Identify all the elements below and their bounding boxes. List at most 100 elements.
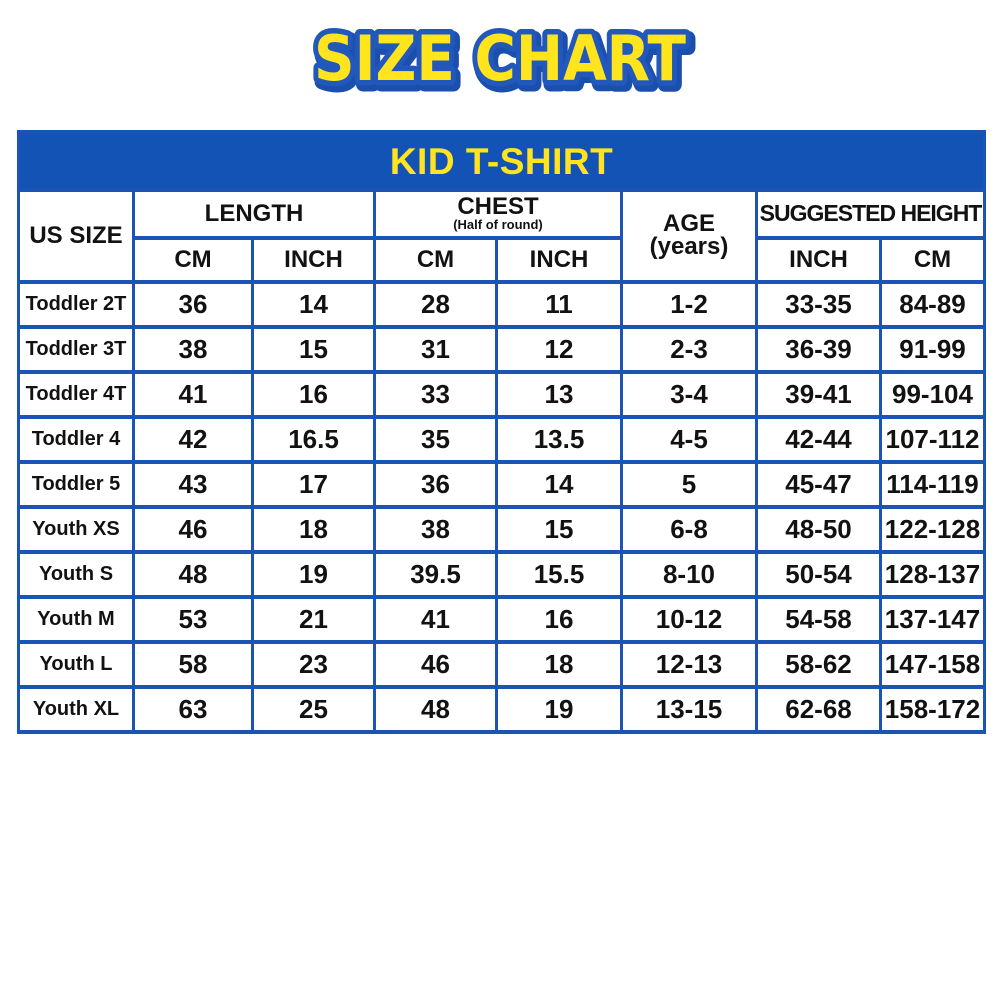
length-header: LENGTH xyxy=(132,188,376,240)
length-label: LENGTH xyxy=(204,199,304,227)
value-cell: 28 xyxy=(373,280,498,329)
value-cell: 1-2 xyxy=(620,280,758,329)
value-cell: 19 xyxy=(495,685,623,734)
size-cell: Youth S xyxy=(17,550,135,599)
table-row: Toddler 4 42 16.5 35 13.5 4-5 42-44 107-… xyxy=(17,415,987,464)
value-cell: 15 xyxy=(495,505,623,554)
suggested-height-label: SUGGESTED HEIGHT xyxy=(759,200,982,227)
page-title: SIZE CHART xyxy=(314,22,686,95)
table-unit-header-row: CM INCH CM INCH INCH CM xyxy=(19,236,987,284)
size-cell: Toddler 3T xyxy=(17,325,135,374)
value-cell: 12-13 xyxy=(620,640,758,689)
value-cell: 16 xyxy=(251,370,376,419)
value-cell: 8-10 xyxy=(620,550,758,599)
length-inch-unit-header: INCH xyxy=(251,236,376,284)
value-cell: 17 xyxy=(251,460,376,509)
value-cell: 58 xyxy=(132,640,254,689)
value-cell: 23 xyxy=(251,640,376,689)
value-cell: 48-50 xyxy=(755,505,882,554)
value-cell: 128-137 xyxy=(878,550,987,599)
table-group-header-row: US SIZE LENGTH CHEST (Half of round) AGE… xyxy=(17,188,987,284)
chest-header: CHEST (Half of round) xyxy=(373,188,623,240)
value-cell: 48 xyxy=(132,550,254,599)
value-cell: 21 xyxy=(251,595,376,644)
table-row: Toddler 2T 36 14 28 11 1-2 33-35 84-89 xyxy=(17,280,987,329)
value-cell: 6-8 xyxy=(620,505,758,554)
value-cell: 158-172 xyxy=(878,685,987,734)
value-cell: 45-47 xyxy=(755,460,882,509)
table-row: Youth S 48 19 39.5 15.5 8-10 50-54 128-1… xyxy=(17,550,987,599)
value-cell: 38 xyxy=(373,505,498,554)
page-title-art: SIZE CHART SIZE CHART xyxy=(309,17,697,107)
value-cell: 46 xyxy=(132,505,254,554)
value-cell: 53 xyxy=(132,595,254,644)
value-cell: 50-54 xyxy=(755,550,882,599)
value-cell: 36 xyxy=(132,280,254,329)
age-label: AGE xyxy=(662,210,715,238)
size-cell: Youth M xyxy=(17,595,135,644)
value-cell: 3-4 xyxy=(620,370,758,419)
size-cell: Toddler 4T xyxy=(17,370,135,419)
value-cell: 31 xyxy=(373,325,498,374)
table-row: Youth M 53 21 41 16 10-12 54-58 137-147 xyxy=(17,595,987,644)
value-cell: 39-41 xyxy=(755,370,882,419)
value-cell: 99-104 xyxy=(878,370,987,419)
chest-subnote: (Half of round) xyxy=(453,217,543,233)
value-cell: 114-119 xyxy=(878,460,987,509)
value-cell: 25 xyxy=(251,685,376,734)
value-cell: 13.5 xyxy=(495,415,623,464)
table-row: Toddler 5 43 17 36 14 5 45-47 114-119 xyxy=(17,460,987,509)
value-cell: 122-128 xyxy=(878,505,987,554)
table-row: Toddler 3T 38 15 31 12 2-3 36-39 91-99 xyxy=(17,325,987,374)
size-cell: Youth XS xyxy=(17,505,135,554)
us-size-header: US SIZE xyxy=(17,188,135,284)
size-cell: Youth XL xyxy=(17,685,135,734)
value-cell: 13 xyxy=(495,370,623,419)
value-cell: 107-112 xyxy=(878,415,987,464)
table-row: Toddler 4T 41 16 33 13 3-4 39-41 99-104 xyxy=(17,370,987,419)
suggested-height-header: SUGGESTED HEIGHT xyxy=(754,188,987,240)
value-cell: 14 xyxy=(251,280,376,329)
value-cell: 11 xyxy=(495,280,623,329)
age-header: AGE (years) xyxy=(620,188,758,284)
value-cell: 39.5 xyxy=(373,550,498,599)
chest-label: CHEST xyxy=(457,193,539,221)
value-cell: 5 xyxy=(620,460,758,509)
value-cell: 33 xyxy=(373,370,498,419)
size-table: KID T-SHIRT US SIZE LENGTH CHEST (Half o… xyxy=(16,130,987,734)
value-cell: 15.5 xyxy=(495,550,623,599)
size-cell: Toddler 2T xyxy=(17,280,135,329)
value-cell: 48 xyxy=(373,685,498,734)
value-cell: 42 xyxy=(132,415,254,464)
value-cell: 2-3 xyxy=(620,325,758,374)
value-cell: 41 xyxy=(373,595,498,644)
size-cell: Toddler 5 xyxy=(17,460,135,509)
table-banner-row: KID T-SHIRT xyxy=(16,130,987,192)
us-size-label: US SIZE xyxy=(29,221,123,249)
height-inch-unit-header: INCH xyxy=(755,236,882,284)
value-cell: 43 xyxy=(132,460,254,509)
value-cell: 10-12 xyxy=(620,595,758,644)
value-cell: 46 xyxy=(373,640,498,689)
value-cell: 14 xyxy=(495,460,623,509)
value-cell: 58-62 xyxy=(755,640,882,689)
value-cell: 54-58 xyxy=(755,595,882,644)
value-cell: 18 xyxy=(495,640,623,689)
value-cell: 18 xyxy=(251,505,376,554)
value-cell: 36 xyxy=(373,460,498,509)
value-cell: 147-158 xyxy=(878,640,987,689)
chest-cm-unit-header: CM xyxy=(373,236,498,284)
value-cell: 33-35 xyxy=(755,280,882,329)
value-cell: 36-39 xyxy=(755,325,882,374)
length-cm-unit-header: CM xyxy=(132,236,254,284)
size-cell: Youth L xyxy=(17,640,135,689)
chest-inch-unit-header: INCH xyxy=(495,236,623,284)
value-cell: 63 xyxy=(132,685,254,734)
table-row: Youth L 58 23 46 18 12-13 58-62 147-158 xyxy=(17,640,987,689)
value-cell: 4-5 xyxy=(620,415,758,464)
value-cell: 35 xyxy=(373,415,498,464)
value-cell: 12 xyxy=(495,325,623,374)
age-subnote: (years) xyxy=(649,233,729,260)
value-cell: 16 xyxy=(495,595,623,644)
